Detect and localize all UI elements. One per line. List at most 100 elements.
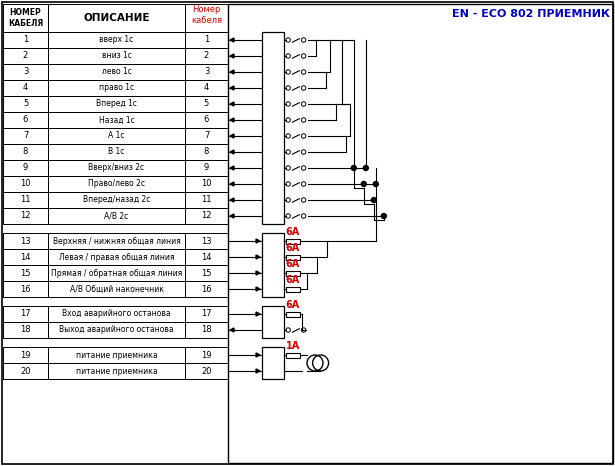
Bar [3,32,48,48]
Text: 6A: 6A [286,300,300,310]
Text: 16: 16 [20,285,31,294]
Polygon shape [256,353,260,357]
Bar [3,144,48,160]
Bar [262,233,284,297]
Circle shape [373,181,378,186]
Text: 11: 11 [201,196,212,205]
Bar [3,347,48,363]
Text: EN - ECO 802 ПРИЕМНИК: EN - ECO 802 ПРИЕМНИК [452,9,610,19]
Bar [48,48,185,64]
Bar [185,160,228,176]
Bar [48,322,185,338]
Circle shape [381,213,386,219]
Bar [185,192,228,208]
Text: 8: 8 [23,148,28,157]
Polygon shape [256,239,260,243]
Bar [48,32,185,48]
Bar [185,281,228,297]
Bar [185,128,228,144]
Text: 6A: 6A [286,259,300,269]
Bar [3,363,48,379]
Text: 12: 12 [20,212,31,220]
Bar [185,64,228,80]
Bar [185,233,228,249]
Polygon shape [230,86,234,90]
Bar [3,281,48,297]
Polygon shape [230,150,234,154]
Text: 2: 2 [23,52,28,61]
Bar [48,281,185,297]
Bar [185,249,228,265]
Bar [48,64,185,80]
Polygon shape [230,328,234,332]
Bar [3,322,48,338]
Text: 4: 4 [23,83,28,92]
Text: 9: 9 [204,164,209,172]
Polygon shape [230,118,234,122]
Text: 18: 18 [201,325,212,335]
Bar [48,160,185,176]
Bar [185,265,228,281]
Bar [262,306,284,338]
Text: 6A: 6A [286,227,300,237]
Bar [3,80,48,96]
Text: 2: 2 [204,52,209,61]
Text: В 1с: В 1с [108,148,125,157]
Bar [48,4,185,32]
Bar [3,176,48,192]
Bar [3,128,48,144]
Text: 5: 5 [204,100,209,109]
Text: 8: 8 [204,148,209,157]
Bar [48,233,185,249]
Bar [286,287,300,292]
Bar [48,265,185,281]
Bar [185,48,228,64]
Bar [3,112,48,128]
Bar [3,4,48,32]
Polygon shape [230,166,234,170]
Text: 3: 3 [204,68,209,76]
Text: Вход аварийного останова: Вход аварийного останова [62,309,171,318]
Text: 10: 10 [20,179,31,189]
Text: 17: 17 [201,309,212,318]
Polygon shape [256,271,260,275]
Text: 7: 7 [23,131,28,141]
Text: 20: 20 [201,366,212,376]
Bar [185,322,228,338]
Text: Вверх/вниз 2с: Вверх/вниз 2с [89,164,145,172]
Bar [286,239,300,244]
Polygon shape [230,102,234,106]
Bar [228,4,613,463]
Bar [48,363,185,379]
Bar [3,233,48,249]
Bar [48,96,185,112]
Text: вниз 1с: вниз 1с [101,52,132,61]
Text: 19: 19 [20,350,31,359]
Bar [48,192,185,208]
Bar [185,144,228,160]
Polygon shape [256,255,260,259]
Text: 10: 10 [201,179,212,189]
Text: 16: 16 [201,285,212,294]
Text: Выход аварийного останова: Выход аварийного останова [59,325,174,335]
Text: 6: 6 [23,116,28,124]
Bar [185,306,228,322]
Text: Вперед 1с: Вперед 1с [96,100,137,109]
Text: 4: 4 [204,83,209,92]
Text: 11: 11 [20,196,31,205]
Text: НОМЕР
КАБЕЛЯ: НОМЕР КАБЕЛЯ [8,8,43,27]
Text: питание приемника: питание приемника [76,366,157,376]
Bar [185,4,228,32]
Text: Верхняя / нижняя общая линия: Верхняя / нижняя общая линия [53,237,180,246]
Text: 9: 9 [23,164,28,172]
Bar [3,192,48,208]
Text: 15: 15 [201,268,212,277]
Polygon shape [256,312,260,316]
Text: 12: 12 [201,212,212,220]
Text: Вперед/назад 2с: Вперед/назад 2с [83,196,150,205]
Text: Назад 1с: Назад 1с [98,116,134,124]
Polygon shape [230,38,234,42]
Bar [48,112,185,128]
Bar [48,347,185,363]
Text: 5: 5 [23,100,28,109]
